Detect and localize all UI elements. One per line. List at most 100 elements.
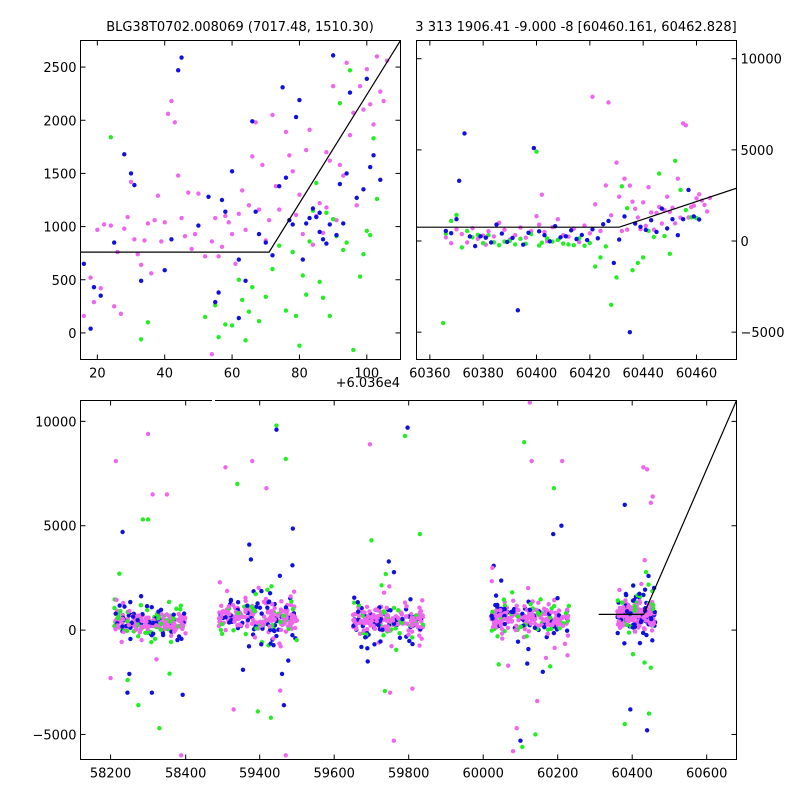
data-point xyxy=(490,565,495,571)
data-point xyxy=(448,241,454,246)
data-point xyxy=(327,313,332,319)
data-point xyxy=(283,129,289,135)
data-point xyxy=(310,242,316,247)
data-point xyxy=(236,610,241,616)
data-point xyxy=(636,614,642,619)
data-point xyxy=(250,284,255,290)
data-point xyxy=(410,622,416,628)
data-point xyxy=(150,492,155,497)
panel-title: BLG38T0702.008069 (7017.48, 1510.30) xyxy=(106,20,374,35)
data-point xyxy=(272,605,277,611)
data-point xyxy=(598,228,603,234)
data-point xyxy=(626,630,632,635)
data-point xyxy=(568,228,574,233)
data-point xyxy=(551,630,557,636)
data-point xyxy=(254,626,259,631)
data-point xyxy=(269,618,274,623)
data-point xyxy=(490,616,495,621)
data-point xyxy=(261,614,267,619)
data-point xyxy=(121,629,126,635)
data-point xyxy=(122,226,127,231)
data-point xyxy=(544,634,549,640)
data-point xyxy=(512,242,518,247)
data-point xyxy=(229,169,235,174)
y-tick-label: 10000 xyxy=(741,53,782,68)
data-point xyxy=(292,625,298,631)
data-point xyxy=(134,627,139,632)
data-point xyxy=(582,243,587,248)
data-point xyxy=(396,608,401,613)
data-point xyxy=(641,615,647,620)
data-point xyxy=(126,613,131,618)
data-point xyxy=(360,613,365,618)
data-point xyxy=(542,624,547,630)
data-point xyxy=(174,606,179,611)
data-point xyxy=(260,162,265,168)
data-point xyxy=(533,621,538,627)
data-point xyxy=(341,247,346,253)
data-point xyxy=(502,603,508,608)
data-point xyxy=(351,600,357,605)
data-point xyxy=(611,260,617,266)
data-point xyxy=(637,623,642,628)
data-point xyxy=(324,210,329,215)
data-point xyxy=(324,149,329,155)
x-tick-label: 60400 xyxy=(516,367,557,382)
data-point xyxy=(606,218,611,224)
data-point xyxy=(404,604,409,609)
data-point xyxy=(278,607,284,612)
data-point xyxy=(522,604,527,609)
data-point xyxy=(166,613,172,618)
data-point xyxy=(494,608,499,613)
data-point xyxy=(496,619,501,625)
data-point xyxy=(418,624,423,630)
data-point xyxy=(651,621,656,626)
data-point xyxy=(640,255,646,260)
data-point xyxy=(359,605,364,611)
data-point xyxy=(640,200,646,205)
data-point xyxy=(382,688,388,694)
data-point xyxy=(367,621,372,626)
data-point xyxy=(179,55,184,60)
data-point xyxy=(267,591,273,596)
data-point xyxy=(616,194,622,199)
data-point xyxy=(632,603,637,609)
data-point xyxy=(136,613,142,618)
data-point xyxy=(300,257,306,262)
data-point xyxy=(622,502,627,508)
data-point xyxy=(644,632,649,638)
data-point xyxy=(526,646,531,652)
model-line xyxy=(598,400,737,615)
data-point xyxy=(128,171,134,176)
data-point xyxy=(522,627,528,632)
data-point xyxy=(289,599,294,604)
data-point xyxy=(122,604,127,609)
x-tick-label: 80 xyxy=(291,367,308,382)
data-point xyxy=(209,351,215,357)
data-point xyxy=(251,607,256,612)
data-point xyxy=(649,628,655,633)
data-point xyxy=(367,609,372,614)
data-point xyxy=(223,322,228,327)
data-point xyxy=(566,242,571,247)
data-point xyxy=(354,203,359,208)
data-point xyxy=(443,235,449,240)
data-point xyxy=(505,663,511,668)
data-point xyxy=(320,230,326,236)
data-point xyxy=(520,242,526,247)
data-point xyxy=(412,617,417,623)
data-point xyxy=(300,273,306,278)
data-point xyxy=(628,707,633,712)
data-point xyxy=(149,639,154,645)
data-point xyxy=(337,181,343,187)
y-tick-label: 500 xyxy=(52,274,77,289)
data-point xyxy=(113,611,118,616)
data-point xyxy=(128,599,133,605)
data-point xyxy=(219,622,225,627)
data-point xyxy=(360,609,366,615)
data-point xyxy=(662,233,667,239)
data-point xyxy=(248,557,254,562)
data-point xyxy=(397,635,403,641)
data-point xyxy=(659,221,665,226)
